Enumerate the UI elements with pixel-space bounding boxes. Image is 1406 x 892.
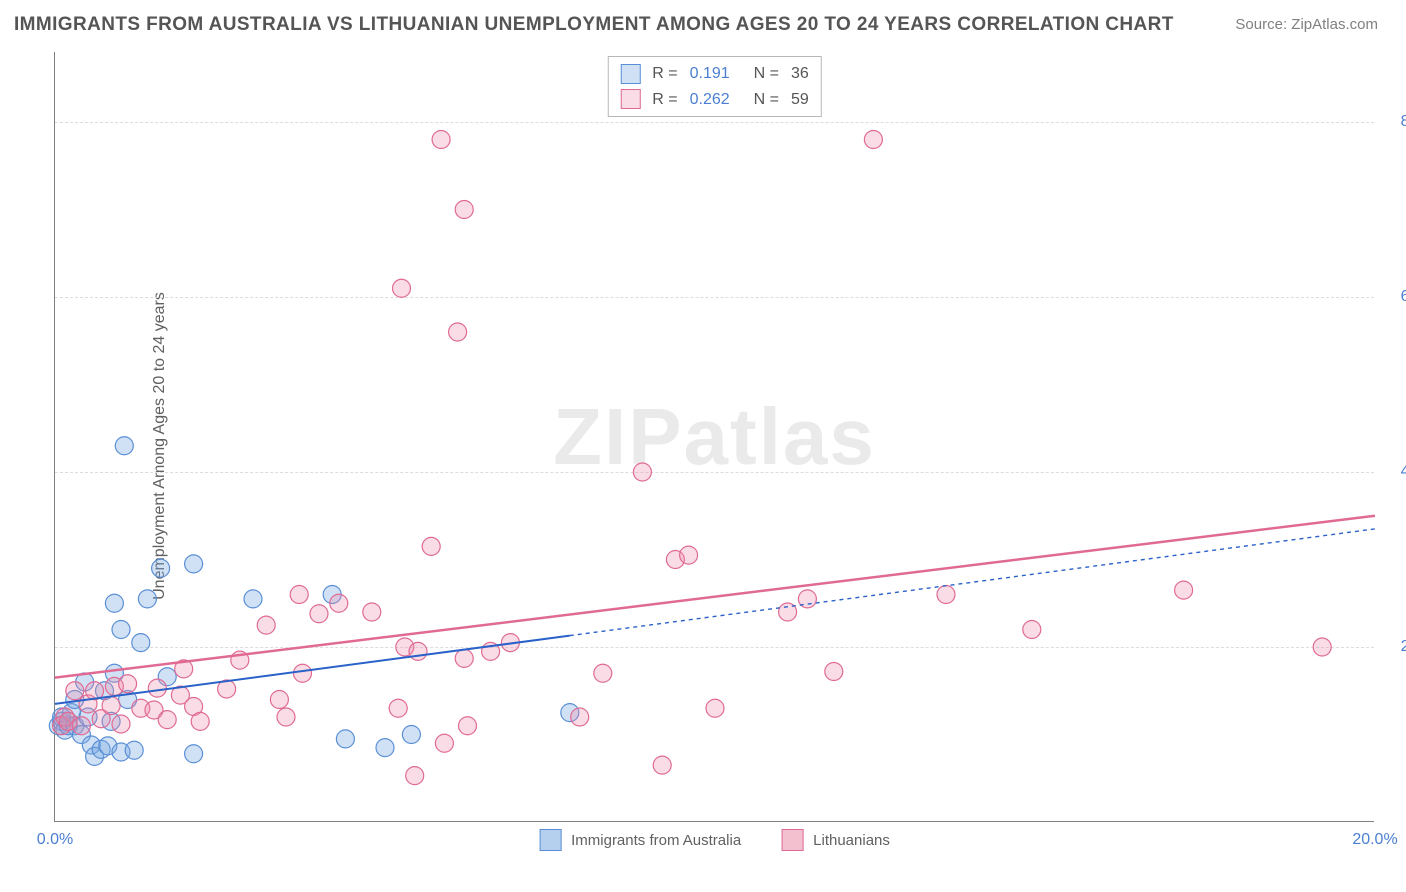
scatter-point-australia [402, 726, 420, 744]
x-tick-label: 20.0% [1352, 831, 1397, 849]
scatter-point-lithuanians [455, 201, 473, 219]
source-link[interactable]: ZipAtlas.com [1291, 16, 1378, 33]
scatter-point-lithuanians [112, 715, 130, 733]
stat-r-value: 0.262 [690, 87, 742, 113]
scatter-point-lithuanians [310, 605, 328, 623]
legend-item-lithuanians: Lithuanians [781, 829, 890, 851]
scatter-point-lithuanians [257, 616, 275, 634]
scatter-point-lithuanians [633, 463, 651, 481]
scatter-point-lithuanians [191, 712, 209, 730]
stat-r-value: 0.191 [690, 61, 742, 87]
scatter-point-lithuanians [706, 699, 724, 717]
scatter-point-lithuanians [393, 279, 411, 297]
chart-title: IMMIGRANTS FROM AUSTRALIA VS LITHUANIAN … [14, 14, 1174, 36]
scatter-point-lithuanians [102, 697, 120, 715]
y-tick-label: 80.0% [1382, 113, 1406, 131]
scatter-point-lithuanians [363, 603, 381, 621]
stats-row-lithuanians: R = 0.262 N = 59 [620, 87, 808, 113]
source-credit: Source: ZipAtlas.com [1235, 16, 1378, 33]
x-tick-label: 0.0% [37, 831, 73, 849]
scatter-point-australia [115, 437, 133, 455]
legend-swatch-icon [620, 64, 640, 84]
legend-swatch-icon [539, 829, 561, 851]
stats-legend: R = 0.191 N = 36 R = 0.262 N = 59 [607, 56, 821, 117]
scatter-point-lithuanians [422, 537, 440, 555]
legend-label: Immigrants from Australia [571, 832, 741, 849]
scatter-point-lithuanians [409, 642, 427, 660]
scatter-point-lithuanians [435, 734, 453, 752]
scatter-point-lithuanians [66, 682, 84, 700]
scatter-point-lithuanians [864, 131, 882, 149]
stats-row-australia: R = 0.191 N = 36 [620, 61, 808, 87]
stat-r-label: R = [652, 61, 677, 87]
scatter-point-australia [112, 621, 130, 639]
stat-n-label: N = [754, 87, 779, 113]
scatter-point-lithuanians [594, 664, 612, 682]
y-tick-label: 60.0% [1382, 288, 1406, 306]
scatter-point-lithuanians [119, 675, 137, 693]
scatter-point-australia [152, 559, 170, 577]
scatter-point-lithuanians [158, 711, 176, 729]
scatter-point-lithuanians [290, 586, 308, 604]
plot-svg [55, 52, 1374, 821]
scatter-point-lithuanians [1175, 581, 1193, 599]
scatter-point-lithuanians [937, 586, 955, 604]
stat-r-label: R = [652, 87, 677, 113]
scatter-point-australia [244, 590, 262, 608]
scatter-point-australia [125, 741, 143, 759]
scatter-point-lithuanians [1313, 638, 1331, 656]
scatter-point-lithuanians [72, 717, 90, 735]
scatter-point-australia [336, 730, 354, 748]
scatter-point-lithuanians [459, 717, 477, 735]
scatter-point-lithuanians [571, 708, 589, 726]
y-tick-label: 20.0% [1382, 638, 1406, 656]
scatter-point-lithuanians [406, 767, 424, 785]
scatter-point-lithuanians [270, 691, 288, 709]
scatter-point-lithuanians [330, 594, 348, 612]
stat-n-value: 59 [791, 87, 809, 113]
scatter-point-lithuanians [389, 699, 407, 717]
plot-area: ZIPatlas R =0.191N =36R =0.262N =59 Immi… [54, 52, 1374, 822]
y-tick-label: 40.0% [1382, 463, 1406, 481]
stat-n-value: 36 [791, 61, 809, 87]
legend-swatch-icon [620, 89, 640, 109]
legend-item-australia: Immigrants from Australia [539, 829, 741, 851]
scatter-point-australia [138, 590, 156, 608]
scatter-point-lithuanians [825, 663, 843, 681]
scatter-point-lithuanians [294, 664, 312, 682]
scatter-point-lithuanians [432, 131, 450, 149]
scatter-point-lithuanians [653, 756, 671, 774]
scatter-point-lithuanians [455, 649, 473, 667]
legend-label: Lithuanians [813, 832, 890, 849]
fit-line-ext-australia [570, 529, 1375, 636]
scatter-point-australia [132, 634, 150, 652]
chart-container: IMMIGRANTS FROM AUSTRALIA VS LITHUANIAN … [0, 0, 1406, 892]
scatter-point-lithuanians [277, 708, 295, 726]
bottom-legend: Immigrants from Australia Lithuanians [539, 829, 890, 851]
scatter-point-australia [185, 555, 203, 573]
stat-n-label: N = [754, 61, 779, 87]
scatter-point-australia [185, 745, 203, 763]
source-prefix: Source: [1235, 16, 1291, 33]
scatter-point-australia [105, 594, 123, 612]
scatter-point-lithuanians [680, 546, 698, 564]
scatter-point-australia [376, 739, 394, 757]
scatter-point-lithuanians [1023, 621, 1041, 639]
legend-swatch-icon [781, 829, 803, 851]
scatter-point-lithuanians [148, 679, 166, 697]
scatter-point-lithuanians [449, 323, 467, 341]
